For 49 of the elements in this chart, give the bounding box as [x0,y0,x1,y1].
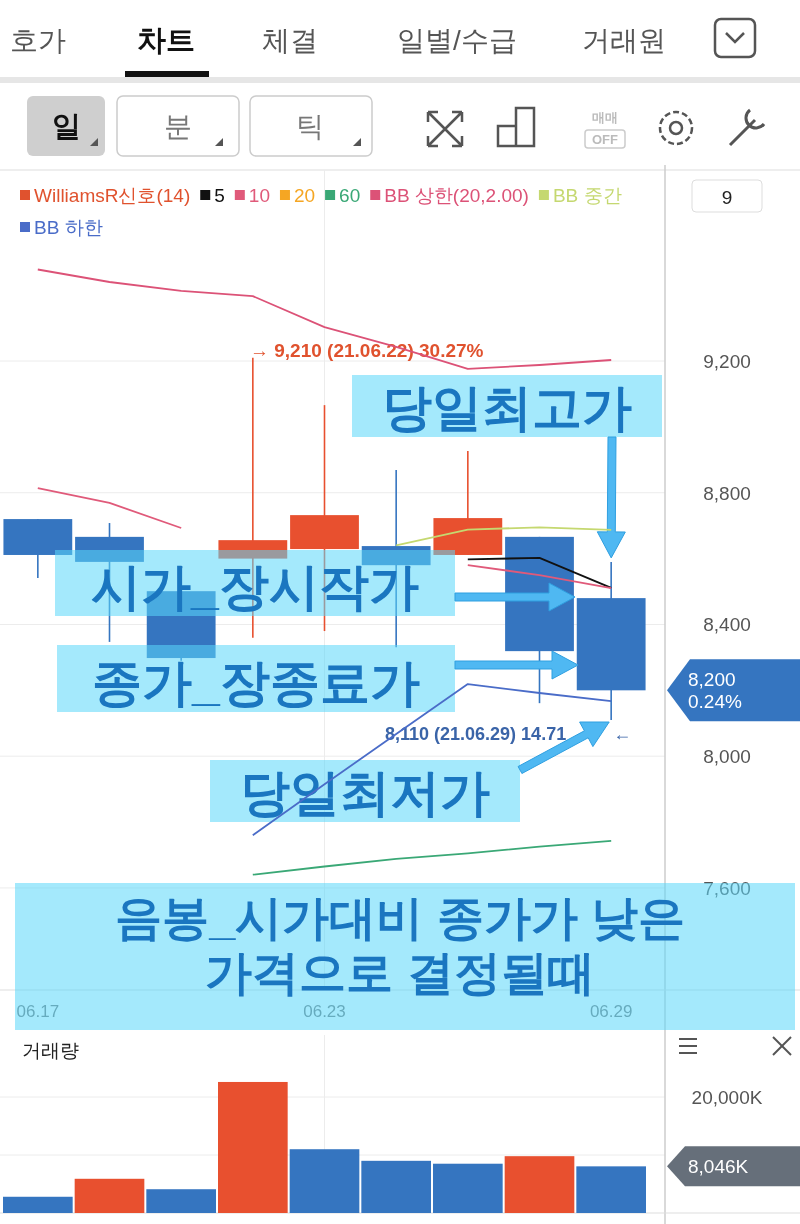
bar [74,1178,145,1213]
text: 0.24% [688,691,742,713]
annotation: → 9,210 (21.06.22) 30.27% [250,340,484,361]
y-tick-label: 7,600 [703,877,751,899]
x-tick-label: 06.29 [589,1002,633,1021]
legend-label: 5 [214,185,225,206]
annotation: 종가_장종료가 [92,655,420,711]
annotation: ← [613,723,632,744]
line-series [36,268,613,370]
y-tick-label: 9,200 [703,351,751,372]
annotation: 음봉_시가대비 종가가 낮은 가격으로 결정될때 [115,891,685,999]
x-tick-label: 06.17 [16,1002,60,1021]
bar [504,1156,575,1213]
legend-label: BB 상한(20,2.00) [384,185,529,206]
bar [218,1081,288,1213]
text: 일 [51,110,81,142]
bar [289,1149,360,1213]
legend-label: BB 하한 [34,217,103,238]
y-tick-label: 20,000K [691,1087,763,1109]
text: OFF [592,132,619,147]
text: 차트 [137,24,195,56]
legend-label: BB 중간 [552,185,622,206]
legend-label: 20 [293,185,316,206]
chart-title: 거래량 [22,1040,79,1061]
text: 일별/수급 [397,25,517,56]
text: 매매 [592,110,618,125]
text: 호가 [10,25,66,56]
y-tick-label: 8,400 [703,614,751,636]
bar [433,1163,503,1213]
bar [3,1196,73,1213]
text: 8,046K [688,1156,749,1178]
text: 거래원 [582,25,666,56]
legend-label: 10 [248,185,270,206]
text: 체결 [262,25,318,56]
annotation: 당일최고가 [382,380,632,436]
bar [146,1189,216,1213]
text: 8,200 [688,669,736,691]
text: 틱 [296,111,324,142]
text: 분 [164,111,192,142]
line-series [395,526,613,547]
y-tick-label: 8,000 [703,746,751,768]
line-series [251,839,613,876]
bar [576,1166,646,1213]
y-tick-label: 8,800 [703,482,751,504]
x-tick-label: 06.23 [303,1002,346,1021]
bar [361,1160,431,1213]
legend-label: WilliamsR신호(14) [34,185,191,206]
legend-label: 60 [339,185,361,206]
text: 9 [721,187,733,208]
